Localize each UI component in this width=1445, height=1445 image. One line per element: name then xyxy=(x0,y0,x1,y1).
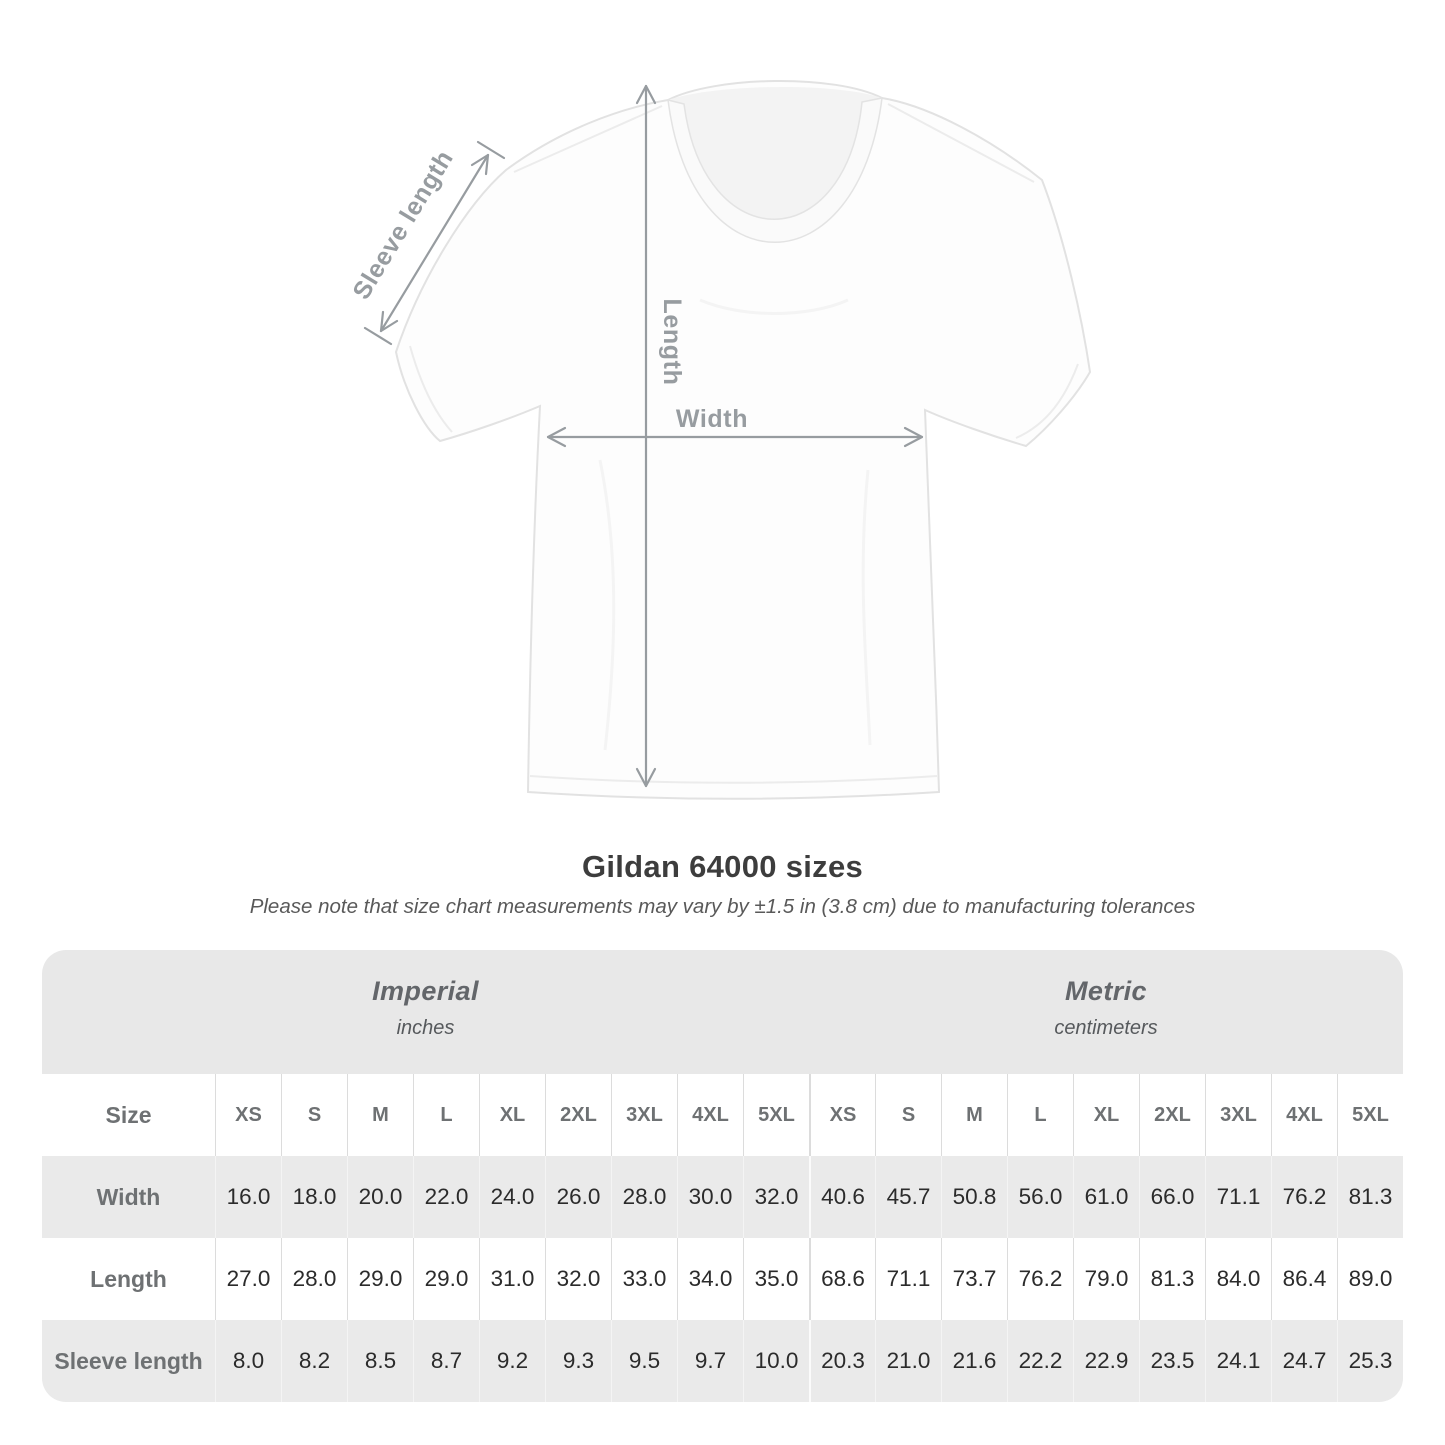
measurement-value: 9.2 xyxy=(479,1320,545,1402)
measurement-value: 9.3 xyxy=(545,1320,611,1402)
measurement-value: 86.4 xyxy=(1271,1238,1337,1320)
measurement-value: 21.6 xyxy=(941,1320,1007,1402)
measurement-value: 24.0 xyxy=(479,1156,545,1238)
measurement-value: 28.0 xyxy=(281,1238,347,1320)
measurement-value: 9.5 xyxy=(611,1320,677,1402)
measurement-value: 35.0 xyxy=(743,1238,809,1320)
metric-title: Metric xyxy=(1065,976,1147,1006)
measurement-value: 32.0 xyxy=(545,1238,611,1320)
size-column-header: 3XL xyxy=(1205,1074,1271,1156)
page-title: Gildan 64000 sizes xyxy=(581,849,864,884)
measurement-value: 73.7 xyxy=(941,1238,1007,1320)
measurement-value: 66.0 xyxy=(1139,1156,1205,1238)
measurement-value: 40.6 xyxy=(809,1156,875,1238)
size-column-header: XS xyxy=(215,1074,281,1156)
table-row-width: Width 16.0 18.0 20.0 22.0 24.0 26.0 28.0 30.0 32.… xyxy=(42,1156,1403,1238)
width-label: Width xyxy=(676,405,748,433)
length-label: Length xyxy=(658,299,686,386)
measurement-value: 8.7 xyxy=(413,1320,479,1402)
measurement-value: 28.0 xyxy=(611,1156,677,1238)
size-column-header: M xyxy=(941,1074,1007,1156)
measurement-row-label: Length xyxy=(90,1265,167,1292)
measurement-value: 81.3 xyxy=(1139,1238,1205,1320)
sleeve-length-arrow xyxy=(363,140,506,346)
measurement-row-label: Sleeve length xyxy=(54,1347,203,1374)
size-header-row: Size XS S M L XL 2XL 3XL 4XL 5XL XS S M L XL 2XL 3XL 4XL 5… xyxy=(42,1074,1403,1156)
unit-header-row: Imperial inches Metric centimeters xyxy=(42,950,1403,1074)
measurement-value: 26.0 xyxy=(545,1156,611,1238)
tolerance-note: Please note that size chart measurements… xyxy=(249,895,1196,918)
width-arrow xyxy=(546,426,924,448)
measurement-value: 81.3 xyxy=(1337,1156,1403,1238)
measurement-value: 68.6 xyxy=(809,1238,875,1320)
measurement-value: 71.1 xyxy=(875,1238,941,1320)
measurement-value: 61.0 xyxy=(1073,1156,1139,1238)
measurement-value: 50.8 xyxy=(941,1156,1007,1238)
measurement-value: 33.0 xyxy=(611,1238,677,1320)
measurement-value: 8.2 xyxy=(281,1320,347,1402)
measurement-value: 8.5 xyxy=(347,1320,413,1402)
size-row-label: Size xyxy=(105,1101,152,1128)
size-column-header: XL xyxy=(1073,1074,1139,1156)
measurement-value: 29.0 xyxy=(413,1238,479,1320)
measurement-value: 32.0 xyxy=(743,1156,809,1238)
measurement-value: 18.0 xyxy=(281,1156,347,1238)
size-column-header: 5XL xyxy=(743,1074,809,1156)
measurement-value: 24.7 xyxy=(1271,1320,1337,1402)
measurement-value: 76.2 xyxy=(1271,1156,1337,1238)
measurement-value: 20.3 xyxy=(809,1320,875,1402)
measurement-value: 24.1 xyxy=(1205,1320,1271,1402)
measurement-value: 23.5 xyxy=(1139,1320,1205,1402)
table-row-length: Length 27.0 28.0 29.0 29.0 31.0 32.0 33.0 34.0 35… xyxy=(42,1238,1403,1320)
measurement-value: 22.9 xyxy=(1073,1320,1139,1402)
size-column-header: L xyxy=(1007,1074,1073,1156)
measurement-value: 56.0 xyxy=(1007,1156,1073,1238)
measurement-value: 22.2 xyxy=(1007,1320,1073,1402)
size-column-header: S xyxy=(875,1074,941,1156)
measurement-value: 84.0 xyxy=(1205,1238,1271,1320)
measurement-value: 31.0 xyxy=(479,1238,545,1320)
size-column-header: XS xyxy=(809,1074,875,1156)
size-column-header: XL xyxy=(479,1074,545,1156)
size-table: Imperial inches Metric centimeters Size X… xyxy=(42,950,1403,1402)
imperial-unit: inches xyxy=(396,1017,455,1039)
size-column-header: 2XL xyxy=(545,1074,611,1156)
measurement-value: 79.0 xyxy=(1073,1238,1139,1320)
size-column-header: M xyxy=(347,1074,413,1156)
measurement-value: 34.0 xyxy=(677,1238,743,1320)
imperial-title: Imperial xyxy=(372,976,479,1006)
measurement-value: 21.0 xyxy=(875,1320,941,1402)
measurement-value: 25.3 xyxy=(1337,1320,1403,1402)
tshirt-silhouette xyxy=(394,80,1092,800)
size-column-header: 2XL xyxy=(1139,1074,1205,1156)
measurement-value: 10.0 xyxy=(743,1320,809,1402)
measurement-value: 16.0 xyxy=(215,1156,281,1238)
size-column-header: L xyxy=(413,1074,479,1156)
measurement-value: 30.0 xyxy=(677,1156,743,1238)
table-row-sleeve-length: Sleeve length 8.0 8.2 8.5 8.7 9.2 9.3 9.5 9.7 10.… xyxy=(42,1320,1403,1402)
metric-unit: centimeters xyxy=(1054,1017,1158,1039)
measurement-value: 22.0 xyxy=(413,1156,479,1238)
measurement-row-label: Width xyxy=(96,1183,161,1210)
measurement-value: 71.1 xyxy=(1205,1156,1271,1238)
measurement-value: 20.0 xyxy=(347,1156,413,1238)
imperial-section-header: Imperial inches xyxy=(42,950,809,1074)
size-column-header: 4XL xyxy=(1271,1074,1337,1156)
measurement-value: 29.0 xyxy=(347,1238,413,1320)
measurement-value: 89.0 xyxy=(1337,1238,1403,1320)
measurement-value: 76.2 xyxy=(1007,1238,1073,1320)
metric-section-header: Metric centimeters xyxy=(809,950,1403,1074)
measurement-value: 9.7 xyxy=(677,1320,743,1402)
size-column-header: 5XL xyxy=(1337,1074,1403,1156)
measurement-value: 45.7 xyxy=(875,1156,941,1238)
size-column-header: 3XL xyxy=(611,1074,677,1156)
size-column-header: 4XL xyxy=(677,1074,743,1156)
tshirt-image: Sleeve length Length Width xyxy=(347,80,1092,800)
measurement-value: 27.0 xyxy=(215,1238,281,1320)
size-column-header: S xyxy=(281,1074,347,1156)
measurement-value: 8.0 xyxy=(215,1320,281,1402)
